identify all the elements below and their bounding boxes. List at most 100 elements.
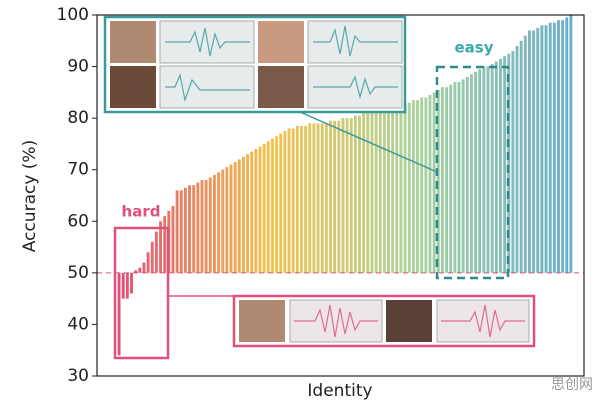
- waveform: [159, 65, 255, 109]
- face: [110, 21, 156, 63]
- x-axis-label: Identity: [307, 381, 372, 401]
- y-tick-label: 100: [57, 5, 89, 25]
- bar: [436, 89, 440, 273]
- bar: [179, 190, 183, 273]
- y-tick-label: 70: [67, 160, 89, 180]
- bar: [399, 105, 403, 273]
- bar: [507, 53, 511, 273]
- bar: [440, 87, 444, 273]
- bar: [499, 58, 502, 273]
- bar: [291, 128, 295, 273]
- bar: [341, 118, 345, 273]
- bar: [407, 102, 411, 273]
- bar: [217, 172, 221, 273]
- bar: [146, 252, 150, 273]
- face: [258, 21, 304, 63]
- bar: [387, 107, 390, 273]
- y-tick-label: 30: [67, 366, 89, 386]
- bar: [432, 92, 436, 273]
- bar: [262, 143, 266, 273]
- bar: [391, 107, 395, 273]
- hard-box: [113, 226, 170, 360]
- bar: [333, 120, 337, 273]
- bar: [428, 94, 432, 273]
- bar: [150, 241, 154, 273]
- bar: [486, 66, 490, 273]
- bar: [482, 66, 486, 273]
- bar: [511, 51, 515, 273]
- bar: [130, 272, 133, 294]
- bar: [212, 174, 216, 273]
- bar: [275, 136, 279, 273]
- bar: [304, 125, 308, 273]
- bar: [374, 110, 378, 273]
- bar: [237, 159, 241, 273]
- bar: [308, 123, 312, 273]
- bar: [241, 156, 245, 273]
- face: [239, 300, 285, 342]
- bar: [250, 151, 254, 273]
- bar: [416, 100, 419, 273]
- hard-examples: [232, 294, 536, 348]
- bar: [329, 120, 332, 273]
- bar: [478, 69, 482, 273]
- bar: [465, 76, 469, 273]
- bar: [561, 20, 565, 273]
- bar: [370, 112, 374, 273]
- bar: [175, 190, 179, 273]
- bar: [362, 112, 366, 273]
- bar: [117, 272, 121, 356]
- bar: [200, 180, 204, 273]
- y-tick-label: 80: [67, 108, 89, 128]
- bar: [192, 185, 196, 273]
- bars: [97, 15, 584, 356]
- bar: [221, 169, 225, 273]
- bar: [287, 128, 291, 273]
- bar: [532, 30, 536, 273]
- y-tick-label: 90: [67, 57, 89, 77]
- bar: [536, 27, 540, 273]
- plot-frame: [96, 14, 585, 377]
- wave-path: [294, 304, 525, 338]
- easy-label: easy: [454, 39, 493, 57]
- bar: [159, 221, 162, 273]
- bar: [324, 123, 328, 273]
- bar: [494, 61, 498, 273]
- bar: [295, 125, 299, 273]
- bar: [225, 167, 229, 273]
- bar: [453, 82, 457, 273]
- bar: [353, 115, 357, 273]
- bar: [544, 25, 548, 273]
- bar: [258, 146, 262, 273]
- bar: [300, 125, 303, 273]
- bar: [208, 177, 212, 273]
- bar: [233, 161, 237, 273]
- connector: [299, 111, 438, 173]
- bar: [474, 71, 478, 273]
- bar: [445, 87, 449, 273]
- bar: [461, 79, 465, 273]
- face: [386, 300, 432, 342]
- wave-path: [165, 25, 398, 103]
- easy-box: [435, 65, 510, 280]
- bar: [424, 97, 428, 273]
- bar: [188, 185, 191, 273]
- face: [110, 66, 156, 108]
- bar: [378, 110, 382, 273]
- bar: [457, 82, 461, 273]
- bar: [557, 20, 560, 273]
- bar: [125, 272, 129, 299]
- easy-examples: [103, 15, 407, 114]
- bar: [254, 149, 258, 273]
- bar: [279, 133, 283, 273]
- bar: [528, 30, 531, 273]
- bar: [515, 45, 519, 273]
- bar: [134, 270, 138, 273]
- bar: [420, 97, 424, 273]
- bar: [366, 112, 370, 273]
- bar: [154, 231, 158, 273]
- bar: [271, 138, 274, 273]
- bar: [163, 216, 167, 273]
